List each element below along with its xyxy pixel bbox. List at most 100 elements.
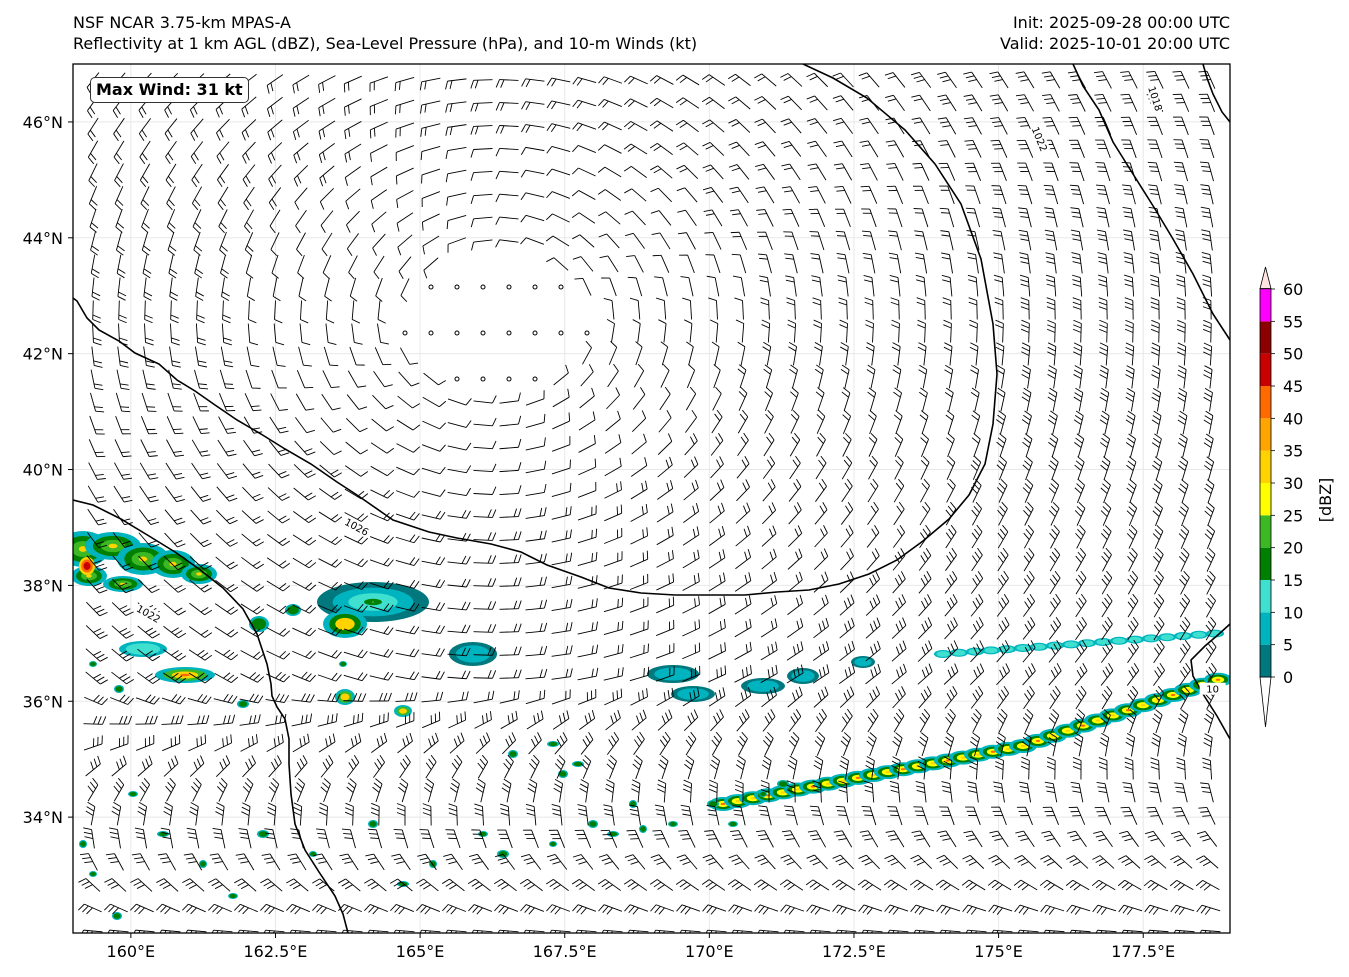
wind-barb-flag [1097,211,1106,214]
wind-barb-flag [1048,414,1057,421]
wind-barb-staff [661,346,669,366]
wind-barb-staff [1154,577,1164,595]
wind-barb-flag [197,337,206,341]
wind-barb-staff [320,210,334,226]
wind-barb-flag [420,104,423,114]
wind-barb-staff [116,231,122,251]
wind-barb-flag [440,671,445,680]
wind-barb-flag [278,470,287,476]
wind-barb-flag [332,407,341,411]
wind-barb-staff [714,346,720,366]
wind-barb-flag [252,583,261,590]
wind-barb-flag [1211,662,1217,671]
wind-barb-flag [701,96,710,103]
wind-barb-flag [814,346,822,352]
wind-barb-flag [435,556,441,565]
wind-barb-flag [435,602,441,611]
wind-barb-flag [278,493,287,498]
wind-barb-flag [602,123,609,131]
echo-cell [86,574,92,578]
echo-cell [369,821,377,827]
wind-barb-staff [371,211,387,225]
wind-barb-staff [606,233,620,249]
wind-barb-staff [292,97,310,109]
wind-barb-staff [1024,140,1034,158]
wind-barb-staff [447,699,467,703]
wind-barb-flag [1099,351,1108,356]
wind-barb-flag [334,538,343,546]
wind-barb-flag [409,602,415,611]
wind-barb-staff [319,143,335,155]
wind-barb-staff [663,323,667,343]
wind-barb-staff [1074,670,1088,686]
wind-barb-flag [844,646,848,655]
wind-barb-flag [1077,551,1084,559]
wind-barb-flag [278,537,287,544]
wind-barb-flag [919,414,927,421]
wind-barb-staff [975,346,979,366]
wind-barb-staff [871,277,875,297]
echo-cell [990,750,996,753]
wind-barb-flag [387,627,394,635]
echo-cell [1064,641,1078,648]
wind-barb-flag [924,620,929,629]
wind-barb-flag [1127,460,1135,467]
wind-barb-flag [1046,306,1056,310]
wind-barb-flag [1098,274,1107,278]
wind-barb-flag [997,532,1004,540]
wind-barb-staff [140,186,150,204]
wind-barb-flag [869,459,876,467]
wind-barb-flag [705,145,714,150]
wind-barb-staff [421,514,441,520]
wind-barb-staff [818,254,824,274]
wind-barb-flag [1050,601,1056,609]
wind-barb-staff [214,603,232,615]
wind-barb-staff [1208,415,1214,435]
wind-barb-flag [143,245,151,252]
wind-barb-staff [194,369,200,389]
wind-barb-staff [1051,185,1059,205]
wind-barb-flag [990,139,1000,142]
wind-barb-flag [1210,639,1217,648]
wind-barb-flag [1049,578,1056,586]
wind-barb-staff [421,100,441,106]
wind-barb-flag [1156,643,1163,652]
wind-barb-flag [142,272,151,279]
wind-barb-flag [219,152,225,161]
wind-barb-flag [487,647,492,656]
wind-barb-staff [997,71,1009,89]
wind-barb-flag [1176,79,1185,81]
wind-barb-flag [759,257,768,260]
echo-cell [287,605,299,615]
wind-barb-flag [979,663,985,672]
wind-barb-flag [308,562,317,569]
wind-barb-staff [945,94,957,112]
wind-barb-flag [949,574,955,583]
wind-barb-flag [565,507,568,516]
wind-barb-flag [785,279,795,283]
wind-barb-flag [993,252,1002,256]
wind-barb-flag [114,180,121,188]
wind-barb-flag [518,462,522,471]
wind-barb-flag [769,689,774,699]
wind-barb-staff [447,468,467,474]
wind-barb-staff [635,277,643,297]
wind-barb-flag [800,641,804,650]
wind-barb-staff [1180,94,1190,112]
wind-barb-staff [632,210,646,226]
wind-barb-flag [942,297,951,301]
wind-barb-flag [413,649,420,658]
wind-barb-flag [642,690,644,699]
wind-barb-flag [943,346,952,352]
wind-barb-flag [201,695,208,703]
wind-barb-flag [1068,116,1078,119]
wind-barb-flag [572,145,579,153]
wind-barb-flag [760,301,769,306]
wind-barb-flag [1068,94,1077,96]
wind-barb-flag [616,483,618,492]
echo-cell [119,582,127,586]
wind-barb-flag [1106,570,1113,579]
wind-barb-staff [1050,485,1060,503]
wind-barb-staff [1052,231,1058,251]
wind-barb-flag [943,319,952,324]
